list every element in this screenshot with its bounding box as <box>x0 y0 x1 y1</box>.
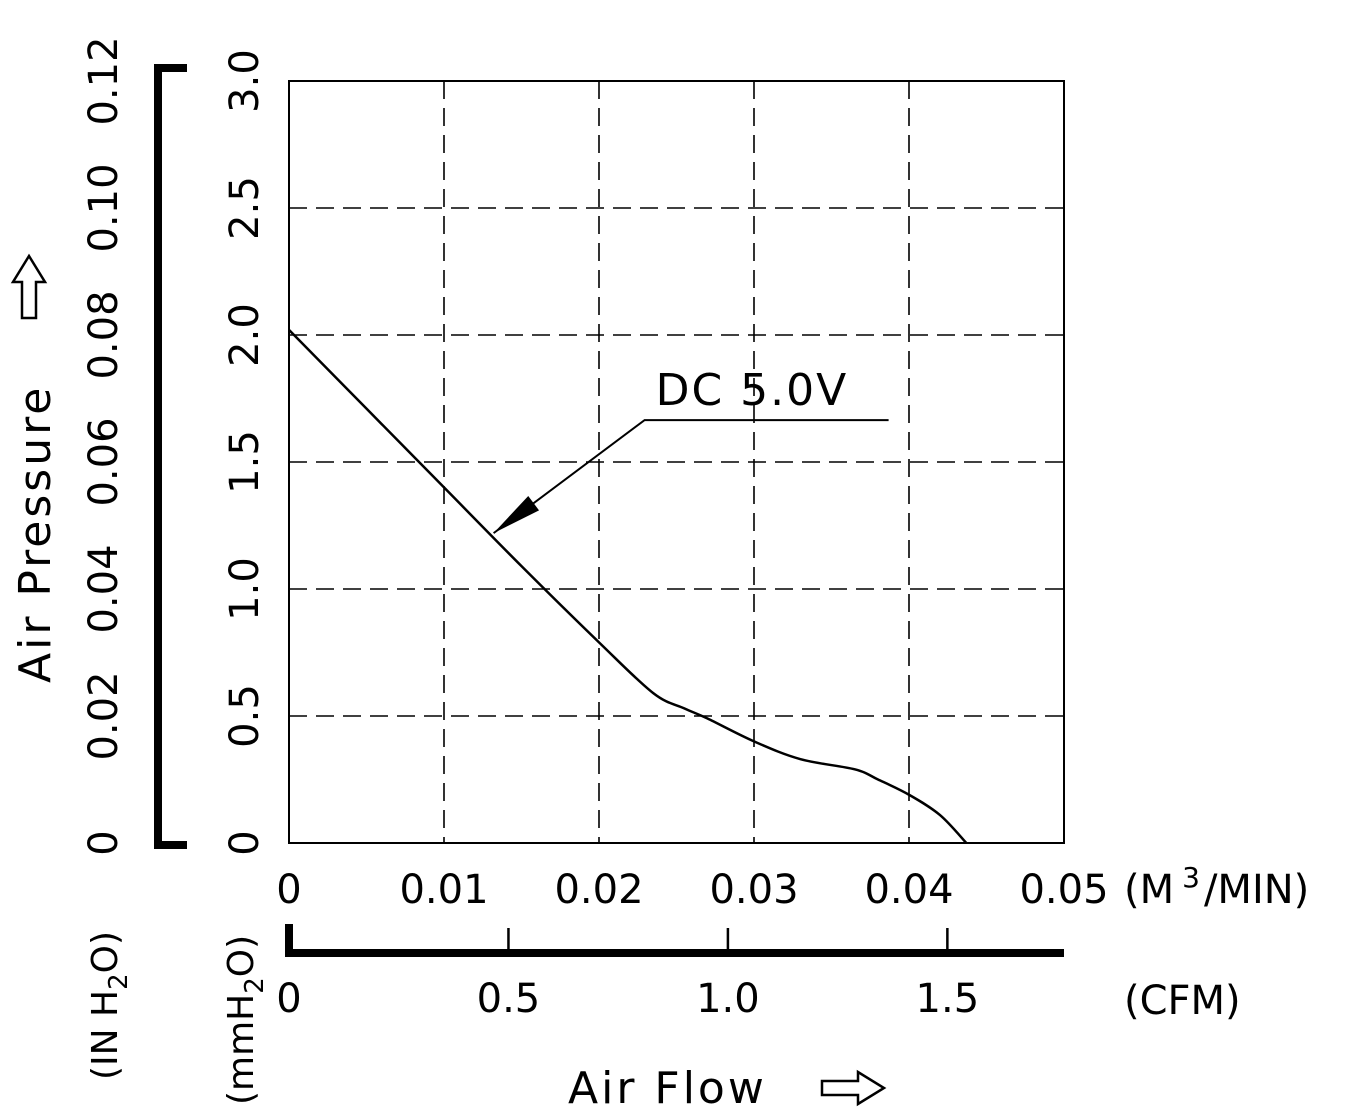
y-inch-tick-label: 0 <box>81 830 127 855</box>
x-axis-arrow-icon <box>820 1069 887 1107</box>
x-axis-title: Air Flow <box>568 1063 767 1113</box>
annotation-leader-line <box>493 419 889 534</box>
cfm-tick-labels: 0 0.5 1.0 1.5 <box>276 976 979 1022</box>
annotation-callout: DC 5.0V <box>493 365 889 534</box>
x-tick-label: 0.04 <box>864 867 953 913</box>
y-inch-tick-label: 0.10 <box>81 163 127 252</box>
x-tick-label: 0.02 <box>554 867 643 913</box>
x-tick-label: 0.05 <box>1019 867 1108 913</box>
x-tick-label: 0.03 <box>709 867 798 913</box>
pressure-scale-bracket <box>154 64 187 849</box>
y-inch-tick-label: 0.04 <box>81 544 127 633</box>
x-unit-m3-label: (M 3/MIN) <box>1124 861 1309 913</box>
cfm-tick-label: 0.5 <box>477 976 541 1022</box>
series-label: DC 5.0V <box>656 365 849 416</box>
y-mm-tick-label: 0.5 <box>222 684 268 748</box>
y-mm-tick-label: 1.0 <box>222 557 268 621</box>
y-unit-mm-label: (mmH2O) <box>221 935 270 1105</box>
y-inch-tick-label: 0.12 <box>81 36 127 125</box>
y-axis-arrow-icon <box>10 253 48 320</box>
cfm-tick-marks <box>507 928 949 953</box>
y-mm-tick-label: 2.5 <box>222 176 268 240</box>
x-tick-label: 0 <box>276 867 301 913</box>
cfm-tick-label: 0 <box>276 976 301 1022</box>
y-unit-in-label: (IN H2O) <box>85 931 134 1080</box>
cfm-tick-label: 1.0 <box>696 976 760 1022</box>
x-tick-labels: 0 0.01 0.02 0.03 0.04 0.05 <box>276 867 1108 913</box>
y-mm-tick-label: 0 <box>222 830 268 855</box>
y-axis-title: Air Pressure <box>10 385 61 683</box>
y-mm-tick-label: 3.0 <box>222 49 268 113</box>
y-mm-tick-label: 1.5 <box>222 430 268 494</box>
curve-group <box>288 329 968 844</box>
cfm-tick-label: 1.5 <box>916 976 980 1022</box>
x-tick-label: 0.01 <box>399 867 488 913</box>
y-inch-tick-labels: 0 0.02 0.04 0.06 0.08 0.10 0.12 <box>81 36 127 855</box>
annotation-arrowhead-icon <box>493 495 540 534</box>
series-line <box>288 329 968 844</box>
y-inch-tick-label: 0.06 <box>81 417 127 506</box>
grid-lines <box>289 81 1064 843</box>
x-unit-cfm-label: (CFM) <box>1124 978 1241 1024</box>
y-mm-tick-label: 2.0 <box>222 303 268 367</box>
y-inch-tick-label: 0.08 <box>81 290 127 379</box>
y-inch-tick-label: 0.02 <box>81 671 127 760</box>
y-mm-tick-labels: 0 0.5 1.0 1.5 2.0 2.5 3.0 <box>222 49 268 856</box>
